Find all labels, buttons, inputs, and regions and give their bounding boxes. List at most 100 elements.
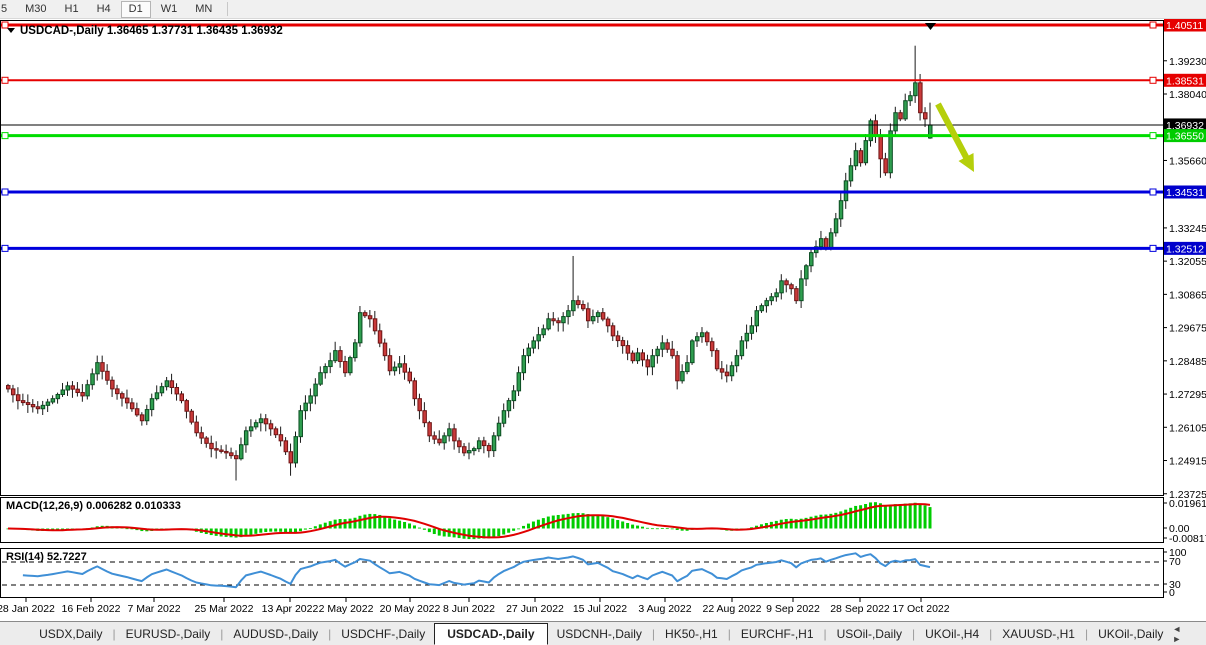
- chart-tab-ukoil-daily[interactable]: UKOil-,Daily: [1098, 627, 1164, 641]
- macd-histogram-bar: [323, 522, 327, 529]
- tab-separator: |: [989, 627, 993, 641]
- price-axis-label: 1.32055: [1169, 256, 1206, 268]
- candle-up: [298, 410, 303, 438]
- line-handle-right[interactable]: [1149, 188, 1157, 196]
- candle-down: [214, 448, 219, 451]
- macd-histogram-bar: [512, 528, 516, 531]
- macd-histogram-bar: [412, 525, 416, 529]
- timeframe-button-mn[interactable]: MN: [195, 2, 213, 15]
- macd-histogram-bar: [234, 528, 238, 538]
- main-price-panel[interactable]: [0, 20, 1164, 496]
- chart-tab-usdx-daily[interactable]: USDX,Daily: [39, 627, 103, 641]
- candle-up: [55, 393, 61, 400]
- macd-histogram-bar: [809, 516, 813, 529]
- symbol-dropdown-icon[interactable]: [7, 28, 15, 33]
- candle-down: [70, 385, 75, 390]
- price-badge: [1164, 129, 1206, 143]
- macd-histogram-bar: [640, 526, 644, 529]
- line-handle-right[interactable]: [1149, 132, 1157, 140]
- macd-histogram-bar: [680, 528, 684, 531]
- chart-tab-audusd-daily[interactable]: AUDUSD-,Daily: [233, 627, 319, 641]
- line-handle-left[interactable]: [1, 188, 9, 196]
- price-badge: [1164, 118, 1206, 132]
- rsi-line: [22, 552, 931, 589]
- candle-down: [219, 449, 224, 452]
- chart-tab-usdchf-daily[interactable]: USDCHF-,Daily: [341, 627, 426, 641]
- timeframe-button-m30[interactable]: M30: [25, 2, 47, 15]
- macd-histogram-bar: [279, 528, 283, 532]
- candle-down: [338, 350, 343, 363]
- timeframe-button-5[interactable]: 5: [1, 2, 8, 15]
- candle-down: [452, 428, 457, 442]
- chart-tab-hk50-h1[interactable]: HK50-,H1: [665, 627, 718, 641]
- chart-tab-usdcnh-daily[interactable]: USDCNH-,Daily: [556, 627, 642, 641]
- candle-down: [481, 440, 487, 447]
- timeframe-button-h4[interactable]: H4: [96, 2, 111, 15]
- chart-tab-ukoil-h4[interactable]: UKOil-,H4: [925, 627, 980, 641]
- line-handle-left[interactable]: [1, 21, 9, 29]
- candle-down: [437, 438, 442, 444]
- candle-up: [690, 340, 695, 364]
- tab-scroll-arrows[interactable]: ◄ ►: [1172, 624, 1186, 644]
- date-axis-label: 7 Mar 2022: [127, 603, 180, 615]
- macd-histogram-bar: [859, 505, 863, 529]
- line-handle-left[interactable]: [1, 76, 9, 84]
- chart-tab-usoil-daily[interactable]: USOil-,Daily: [836, 627, 902, 641]
- macd-histogram-bar: [893, 504, 897, 529]
- down-arrow-annotation[interactable]: [935, 102, 974, 173]
- candle-up: [506, 400, 512, 412]
- candle-up: [699, 332, 705, 338]
- timeframe-button-d1[interactable]: D1: [120, 0, 151, 18]
- macd-histogram-bar: [631, 524, 635, 529]
- candle-down: [129, 402, 135, 410]
- triangle-marker[interactable]: [925, 23, 936, 30]
- candle-up: [491, 435, 497, 452]
- chart-tab-eurusd-daily[interactable]: EURUSD-,Daily: [125, 627, 211, 641]
- line-handle-right[interactable]: [1149, 76, 1157, 84]
- line-handle-right[interactable]: [1149, 21, 1157, 29]
- timeframe-button-w1[interactable]: W1: [160, 2, 178, 15]
- candle-down: [229, 452, 234, 457]
- candle-down: [124, 397, 130, 404]
- tab-separator: |: [1084, 627, 1089, 641]
- candle-up: [159, 386, 165, 394]
- line-handle-left[interactable]: [1, 244, 9, 252]
- macd-histogram-bar: [873, 502, 877, 529]
- candle-down: [15, 394, 21, 402]
- candle-down: [620, 340, 626, 347]
- candle-down: [724, 371, 730, 377]
- macd-histogram-bar: [864, 504, 868, 529]
- candle-up: [695, 336, 700, 342]
- candle-down: [362, 312, 368, 317]
- candle-up: [516, 372, 522, 392]
- timeframe-button-h1[interactable]: H1: [64, 2, 79, 15]
- price-badge: [1164, 185, 1206, 199]
- candle-up: [501, 410, 507, 424]
- macd-histogram-bar: [799, 518, 803, 529]
- macd-histogram-bar: [576, 513, 580, 529]
- candle-down: [283, 440, 289, 453]
- candle-up: [253, 422, 259, 428]
- chart-tab-xauusd-h1[interactable]: XAUUSD-,H1: [1002, 627, 1075, 641]
- candle-up: [561, 316, 566, 324]
- candle-up: [352, 342, 358, 359]
- candle-up: [833, 218, 839, 234]
- tabbar-spacer: [0, 622, 30, 645]
- macd-histogram-bar: [541, 518, 545, 529]
- price-badge: [1164, 18, 1206, 32]
- line-handle-left[interactable]: [1, 132, 9, 140]
- macd-histogram-bar: [125, 528, 129, 530]
- candle-down: [10, 388, 16, 396]
- candle-down: [462, 446, 467, 454]
- rsi-axis-label: 70: [1169, 556, 1181, 568]
- candle-down: [387, 355, 393, 372]
- macd-histogram-bar: [368, 513, 372, 529]
- line-handle-right[interactable]: [1149, 244, 1157, 252]
- chart-tab-eurchf-h1[interactable]: EURCHF-,H1: [740, 627, 814, 641]
- rsi-panel[interactable]: [0, 548, 1164, 598]
- candle-down: [115, 388, 120, 395]
- macd-histogram-bar: [462, 528, 466, 539]
- macd-histogram-bar: [353, 517, 357, 529]
- chart-tab-usdcad-daily[interactable]: USDCAD-,Daily: [434, 623, 548, 645]
